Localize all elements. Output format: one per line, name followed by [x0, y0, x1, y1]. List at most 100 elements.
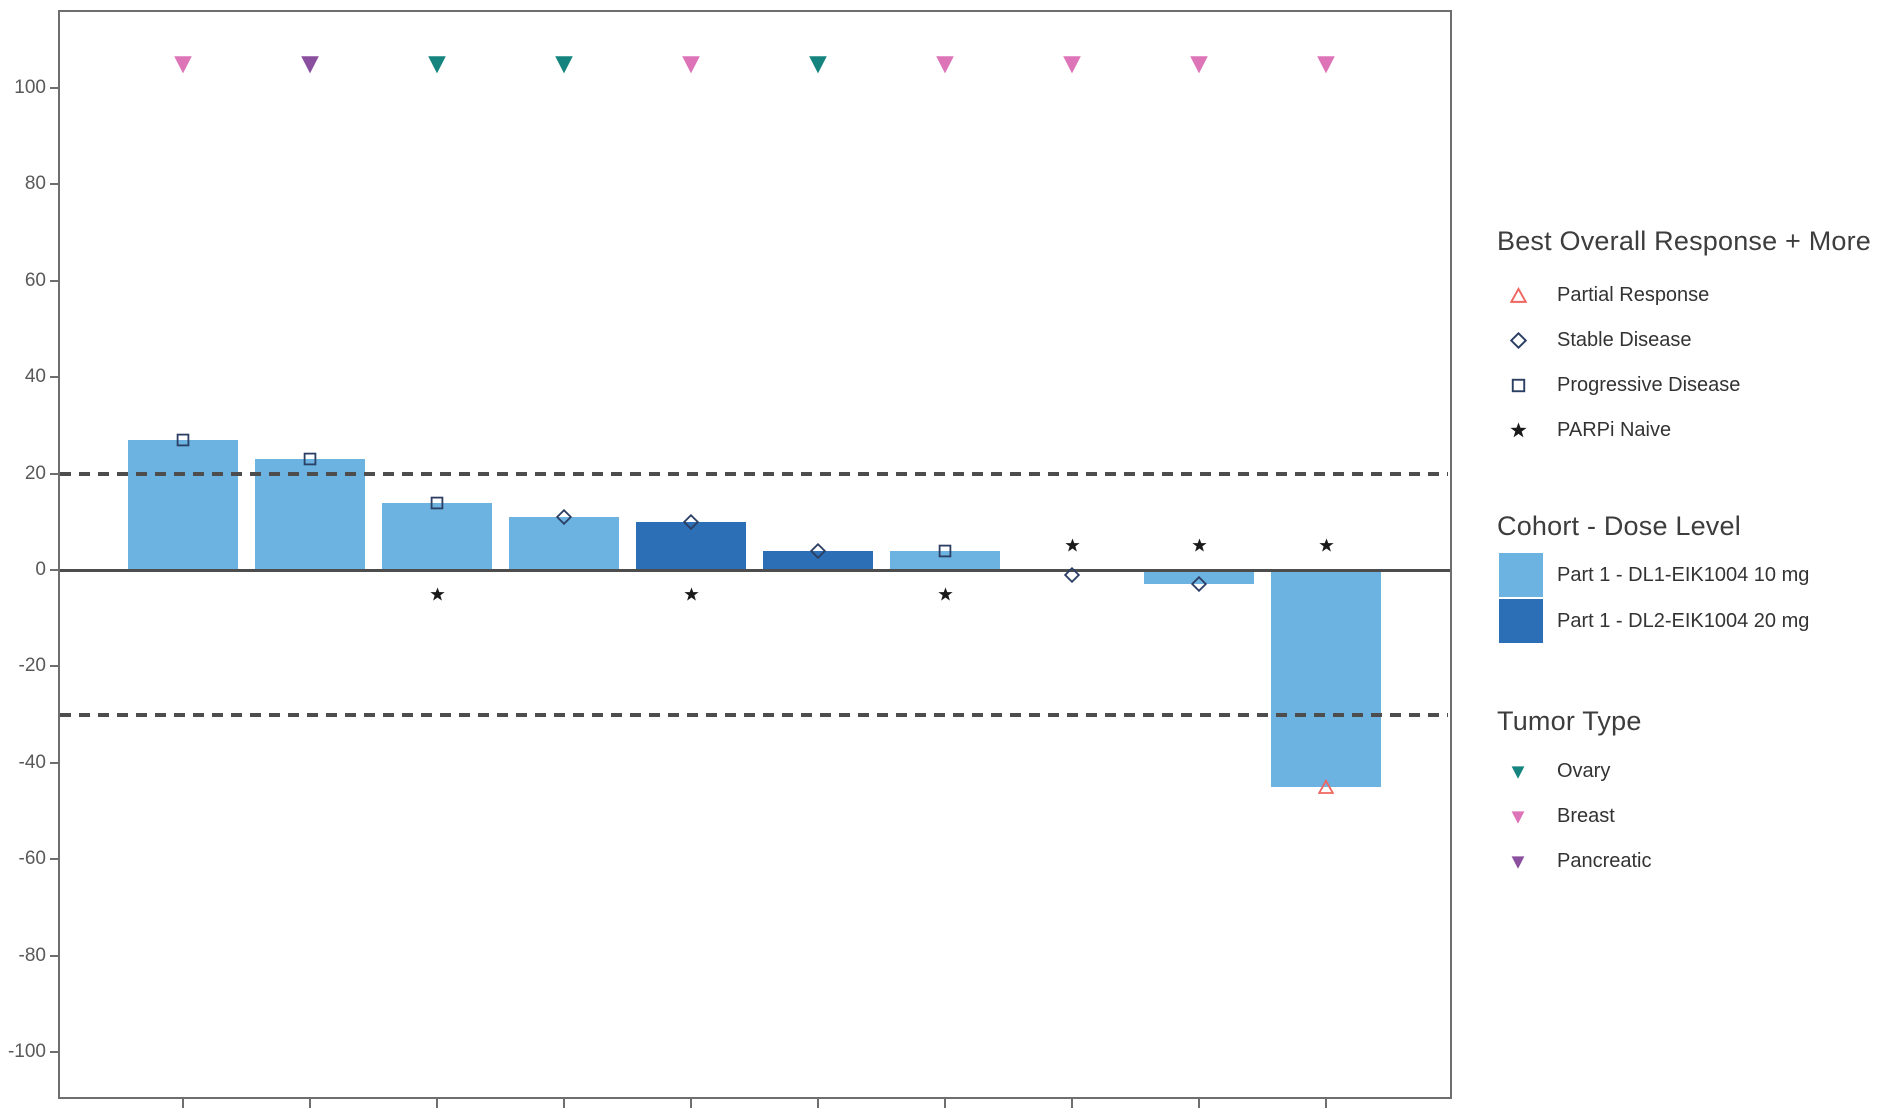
y-tick-mark — [50, 858, 58, 861]
y-tick-label: 60 — [24, 269, 46, 291]
legend-item-tumor-pancreatic: Pancreatic — [1497, 839, 1652, 884]
legend-cohort-dose-level-items: Part 1 - DL1-EIK1004 10 mg Part 1 - DL2-E… — [1497, 552, 1809, 644]
x-tick-mark — [309, 1099, 311, 1108]
bar — [636, 521, 746, 570]
legend-tumor-type-items: Ovary Breast Pancreatic — [1497, 749, 1652, 884]
parpi-naive-star — [937, 587, 953, 602]
x-tick-mark — [944, 1099, 946, 1108]
tumor-type-marker — [553, 53, 575, 75]
y-tick-label: -80 — [18, 944, 46, 966]
tumor-type-marker — [299, 53, 321, 75]
legend-item-cohort-dl2: Part 1 - DL2-EIK1004 20 mg — [1497, 598, 1809, 644]
legend-item-progressive-disease: Progressive Disease — [1497, 363, 1871, 408]
response-marker — [1317, 778, 1335, 795]
cohort-label: Part 1 - DL1-EIK1004 10 mg — [1557, 563, 1810, 586]
response-marker — [302, 451, 318, 467]
legend-tumor-type-title: Tumor Type — [1497, 706, 1642, 736]
legend-item-parpi-naive: PARPi Naive — [1497, 408, 1871, 453]
legend-item-tumor-ovary-glyph-icon — [1505, 764, 1531, 780]
legend-item-stable-disease-glyph-icon — [1505, 332, 1531, 349]
legend-item-stable-disease: Stable Disease — [1497, 318, 1871, 363]
legend-item-parpi-naive-label: PARPi Naive — [1557, 419, 1672, 441]
bar — [382, 502, 492, 570]
response-marker — [937, 543, 953, 559]
tumor-type-marker — [426, 53, 448, 75]
x-tick-mark — [563, 1099, 565, 1108]
x-tick-mark — [690, 1099, 692, 1108]
response-marker — [1190, 576, 1208, 593]
legend-item-cohort-dl1: Part 1 - DL1-EIK1004 10 mg — [1497, 552, 1809, 598]
y-tick-mark — [50, 376, 58, 379]
parpi-naive-star — [429, 587, 445, 602]
y-tick-mark — [50, 761, 58, 764]
tumor-type-marker — [1061, 53, 1083, 75]
tumor-type-marker — [680, 53, 702, 75]
response-marker — [809, 542, 827, 559]
bar — [763, 550, 873, 570]
legend-item-tumor-breast-glyph-icon — [1505, 809, 1531, 825]
x-tick-mark — [1071, 1099, 1073, 1108]
y-tick-label: 40 — [24, 366, 46, 388]
bar — [255, 459, 365, 570]
y-tick-mark — [50, 279, 58, 282]
x-tick-mark — [817, 1099, 819, 1108]
y-tick-label: 20 — [24, 462, 46, 484]
parpi-naive-star — [1191, 538, 1207, 553]
y-tick-label: -20 — [18, 655, 46, 677]
legend-best-overall-response: Best Overall Response + More Partial Res… — [1497, 226, 1871, 453]
parpi-naive-star — [1064, 538, 1080, 553]
y-tick-label: 80 — [24, 173, 46, 195]
cohort-label: Part 1 - DL2-EIK1004 20 mg — [1557, 609, 1810, 632]
cohort-color-swatch — [1499, 599, 1543, 643]
x-tick-mark — [182, 1099, 184, 1108]
legend-item-parpi-naive-glyph-icon — [1505, 422, 1531, 439]
y-tick-mark — [50, 569, 58, 571]
response-marker — [682, 513, 700, 530]
legend-item-partial-response: Partial Response — [1497, 273, 1871, 318]
legend-cohort-dose-level-title: Cohort - Dose Level — [1497, 511, 1741, 541]
legend-item-tumor-breast: Breast — [1497, 794, 1652, 839]
cohort-color-swatch — [1499, 553, 1543, 597]
legend-item-tumor-pancreatic-label: Pancreatic — [1557, 850, 1652, 872]
legend-item-progressive-disease-glyph-icon — [1505, 377, 1531, 394]
legend-cohort-dose-level: Cohort - Dose Level Part 1 - DL1-EIK1004… — [1497, 511, 1809, 644]
legend-item-tumor-ovary-label: Ovary — [1557, 760, 1611, 782]
tumor-type-marker — [934, 53, 956, 75]
response-marker — [555, 508, 573, 526]
legend-item-partial-response-glyph-icon — [1505, 287, 1531, 304]
y-tick-mark — [50, 954, 58, 957]
legend-tumor-type: Tumor Type Ovary Breast Pancreatic — [1497, 706, 1652, 884]
parpi-naive-star — [1318, 538, 1334, 553]
parpi-naive-star — [683, 587, 699, 602]
legend-item-partial-response-label: Partial Response — [1557, 284, 1710, 306]
y-tick-label: -60 — [18, 848, 46, 870]
x-tick-mark — [1325, 1099, 1327, 1108]
tumor-type-marker — [1188, 53, 1210, 75]
legend-best-overall-response-items: Partial Response Stable Disease Progressiv… — [1497, 273, 1871, 453]
legend-item-stable-disease-label: Stable Disease — [1557, 329, 1692, 351]
legend-item-tumor-ovary: Ovary — [1497, 749, 1652, 794]
zero-baseline — [60, 569, 1450, 572]
bar — [890, 550, 1000, 570]
legend-item-tumor-breast-label: Breast — [1557, 805, 1615, 827]
y-tick-mark — [50, 87, 58, 89]
bar — [1271, 570, 1381, 787]
response-marker — [429, 495, 445, 511]
reference-dashed-line — [60, 712, 1448, 717]
y-tick-mark — [50, 183, 58, 186]
legend-item-progressive-disease-label: Progressive Disease — [1557, 374, 1741, 396]
legend-item-tumor-pancreatic-glyph-icon — [1505, 854, 1531, 870]
tumor-type-marker — [172, 53, 194, 75]
bar — [128, 439, 238, 570]
x-tick-mark — [436, 1099, 438, 1108]
legend-best-overall-response-title: Best Overall Response + More — [1497, 226, 1872, 256]
x-tick-mark — [1198, 1099, 1200, 1108]
bar — [509, 516, 619, 570]
reference-dashed-line — [60, 471, 1448, 476]
tumor-type-marker — [807, 53, 829, 75]
y-tick-label: -100 — [7, 1041, 46, 1062]
response-marker — [175, 432, 191, 448]
y-tick-label: 0 — [35, 559, 46, 580]
y-tick-label: 100 — [14, 77, 46, 98]
